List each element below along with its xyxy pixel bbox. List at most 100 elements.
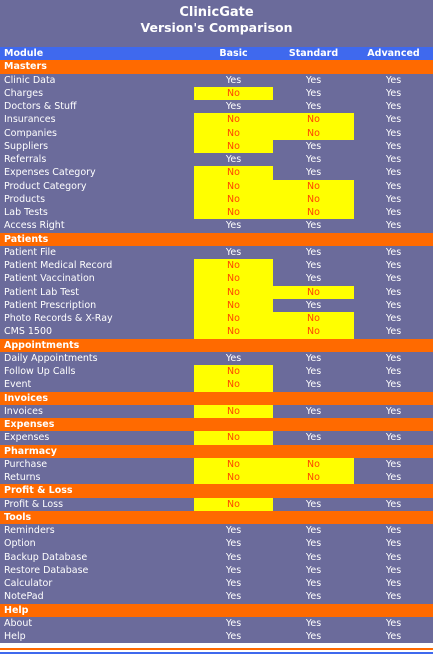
table-row: Lab Tests No No Yes: [0, 206, 433, 220]
table-row: Calculator Yes Yes Yes: [0, 577, 433, 590]
standard-value: Yes: [305, 405, 322, 417]
advanced-value: Yes: [385, 74, 402, 86]
standard-value: Yes: [305, 578, 322, 589]
module-name: Profit & Loss: [4, 498, 64, 510]
module-name: Product Category: [4, 180, 87, 192]
advanced-value: Yes: [385, 299, 402, 311]
column-header-advanced: Advanced: [367, 48, 420, 59]
table-row: Insurances No No Yes: [0, 113, 433, 127]
advanced-value: Yes: [385, 366, 402, 377]
section-header: Masters: [0, 60, 433, 74]
section-title: Appointments: [4, 339, 80, 351]
comparison-table: Masters Clinic Data Yes Yes Yes Charges No Yes Y…: [0, 60, 433, 643]
advanced-value: Yes: [385, 180, 402, 192]
table-row: Products No No Yes: [0, 192, 433, 206]
standard-value: Yes: [305, 379, 322, 391]
advanced-value: Yes: [385, 432, 402, 444]
module-name: Expenses Category: [4, 167, 96, 179]
basic-value: Yes: [225, 538, 242, 550]
module-name: Expenses: [4, 432, 50, 444]
table-row: Expenses Category No Yes Yes: [0, 166, 433, 180]
advanced-value: Yes: [385, 591, 402, 603]
basic-value: Yes: [225, 74, 242, 86]
basic-value: Yes: [225, 154, 242, 165]
module-name: CMS 1500: [4, 326, 53, 338]
title-block: ClinicGate Version's Comparison: [0, 0, 433, 47]
standard-value: Yes: [305, 631, 322, 642]
table-row: Invoices No Yes Yes: [0, 404, 433, 418]
module-name: Companies: [4, 127, 58, 139]
basic-value: No: [194, 497, 273, 511]
basic-value: Yes: [225, 551, 242, 563]
module-name: Patient Lab Test: [4, 286, 79, 298]
table-row: Help Yes Yes Yes: [0, 630, 433, 643]
module-name: Patient Medical Record: [4, 260, 113, 271]
advanced-value: Yes: [385, 154, 402, 165]
module-name: Reminders: [4, 525, 55, 536]
basic-value: No: [194, 179, 273, 193]
advanced-value: Yes: [385, 313, 402, 324]
standard-value: Yes: [305, 366, 322, 377]
advanced-value: Yes: [385, 525, 402, 536]
table-row: Referrals Yes Yes Yes: [0, 153, 433, 166]
table-row: Expenses No Yes Yes: [0, 431, 433, 445]
basic-value: Yes: [225, 564, 242, 576]
table-row: Access Right Yes Yes Yes: [0, 219, 433, 232]
table-row: About Yes Yes Yes: [0, 617, 433, 630]
advanced-value: Yes: [385, 207, 402, 218]
advanced-value: Yes: [385, 87, 402, 99]
standard-value: Yes: [305, 260, 322, 271]
standard-value: No: [273, 312, 354, 326]
table-row: Patient Medical Record No Yes Yes: [0, 259, 433, 273]
basic-value: No: [194, 126, 273, 140]
advanced-value: Yes: [385, 127, 402, 139]
advanced-value: Yes: [385, 101, 402, 112]
module-name: Patient Vaccination: [4, 273, 95, 285]
comparison-panel: ClinicGate Version's Comparison Module B…: [0, 0, 433, 643]
page-title: ClinicGate: [179, 5, 254, 20]
bottom-divider: [0, 643, 433, 654]
advanced-value: Yes: [385, 405, 402, 417]
standard-value: Yes: [305, 538, 322, 550]
basic-value: No: [194, 285, 273, 299]
basic-value: Yes: [225, 220, 242, 232]
advanced-value: Yes: [385, 498, 402, 510]
section-title: Patients: [4, 233, 49, 245]
table-row: Clinic Data Yes Yes Yes: [0, 74, 433, 87]
module-name: Event: [4, 379, 32, 391]
basic-value: No: [194, 206, 273, 220]
advanced-value: Yes: [385, 246, 402, 258]
table-row: Patient File Yes Yes Yes: [0, 246, 433, 259]
advanced-value: Yes: [385, 631, 402, 642]
module-name: Purchase: [4, 458, 48, 470]
page-subtitle: Version's Comparison: [140, 20, 293, 35]
standard-value: No: [273, 285, 354, 299]
standard-value: Yes: [305, 551, 322, 563]
standard-value: Yes: [305, 140, 322, 152]
basic-value: Yes: [225, 631, 242, 642]
module-name: Option: [4, 538, 36, 550]
basic-value: No: [194, 312, 273, 326]
module-name: Products: [4, 193, 46, 205]
module-name: Doctors & Stuff: [4, 101, 77, 112]
standard-value: No: [273, 192, 354, 206]
basic-value: Yes: [225, 525, 242, 536]
table-row: Patient Lab Test No No Yes: [0, 285, 433, 299]
module-name: Invoices: [4, 405, 43, 417]
module-name: Clinic Data: [4, 74, 56, 86]
standard-value: Yes: [305, 498, 322, 510]
module-name: Insurances: [4, 114, 56, 126]
table-row: Profit & Loss No Yes Yes: [0, 497, 433, 511]
basic-value: No: [194, 139, 273, 153]
module-name: Daily Appointments: [4, 352, 98, 364]
column-header-basic: Basic: [219, 48, 248, 59]
standard-value: Yes: [305, 101, 322, 112]
table-row: CMS 1500 No No Yes: [0, 325, 433, 339]
basic-value: No: [194, 404, 273, 418]
basic-value: No: [194, 298, 273, 312]
table-row: Option Yes Yes Yes: [0, 537, 433, 550]
section-header: Tools: [0, 510, 433, 524]
table-row: Photo Records & X-Ray No No Yes: [0, 312, 433, 326]
standard-value: Yes: [305, 564, 322, 576]
advanced-value: Yes: [385, 326, 402, 338]
